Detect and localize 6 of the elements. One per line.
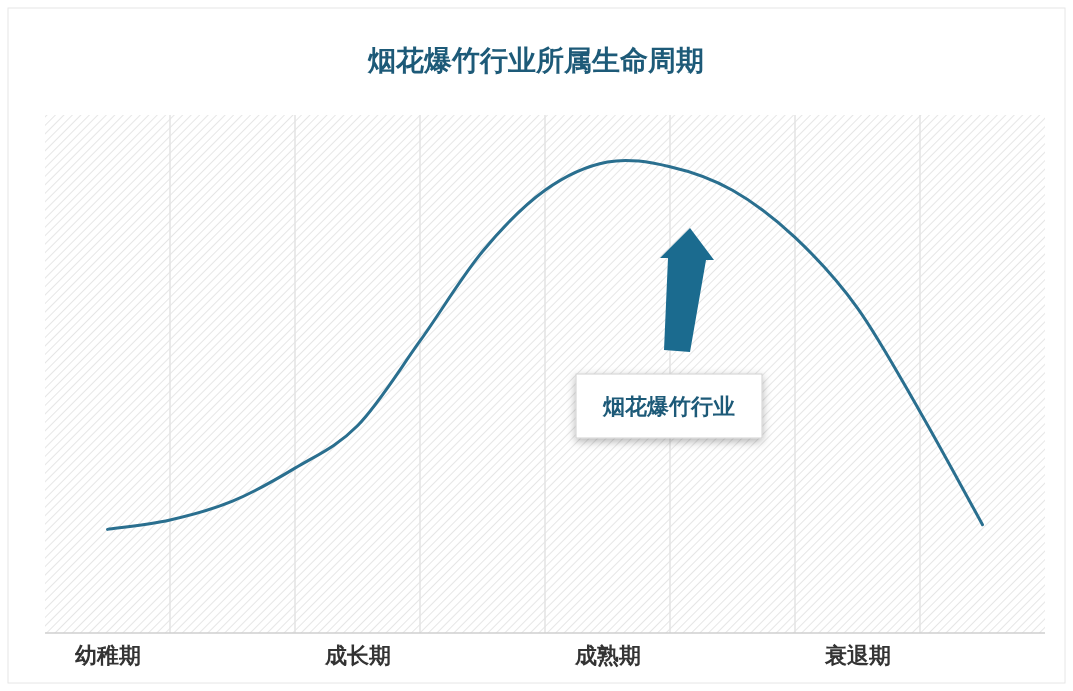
annotation: 烟花爆竹行业 bbox=[602, 394, 735, 419]
x-tick-label: 成熟期 bbox=[573, 643, 641, 668]
x-tick-label: 成长期 bbox=[323, 643, 391, 668]
chart-title: 烟花爆竹行业所属生命周期 bbox=[367, 44, 704, 77]
x-tick-label: 衰退期 bbox=[823, 643, 891, 668]
x-tick-label: 幼稚期 bbox=[74, 643, 141, 668]
